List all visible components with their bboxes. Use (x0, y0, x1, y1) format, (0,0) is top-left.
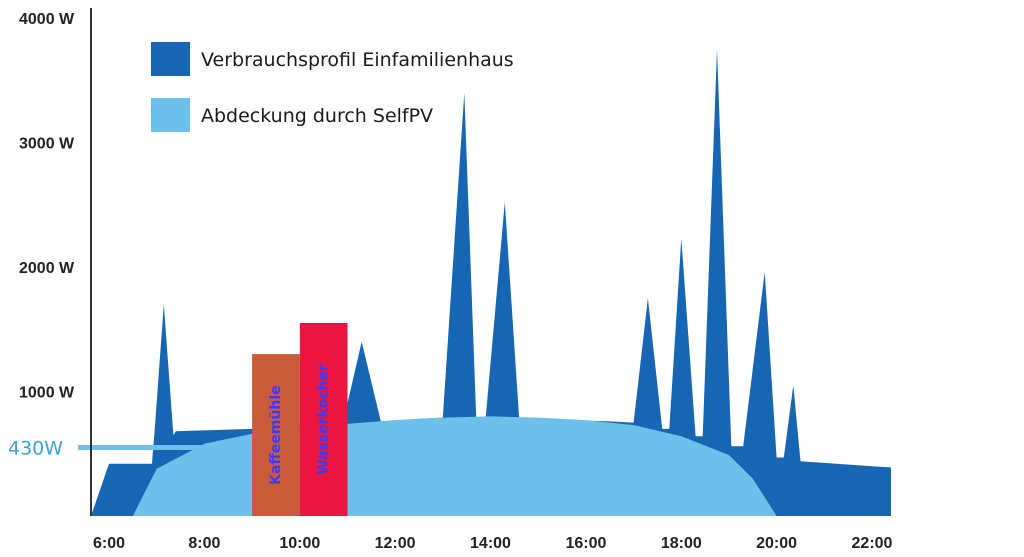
legend-label: Verbrauchsprofil Einfamilienhaus (201, 49, 514, 71)
legend: Verbrauchsprofil Einfamilienhaus Abdeckun… (151, 42, 514, 132)
y-tick-label: 3000 W (19, 136, 75, 153)
reference-line: 430W (8, 438, 248, 460)
x-tick-label: 10:00 (279, 535, 320, 552)
x-tick-label: 8:00 (188, 535, 220, 552)
x-tick-label: 6:00 (93, 535, 125, 552)
bar-wasserkocher (299, 323, 348, 516)
x-tick-label: 18:00 (661, 535, 702, 552)
x-tick-label: 22:00 (852, 535, 893, 552)
bar-kaffeemuehle (252, 354, 300, 516)
y-tick-label: 4000 W (19, 11, 75, 28)
legend-label: Abdeckung durch SelfPV (201, 105, 433, 127)
bar-label: Wasserkocher (316, 364, 332, 475)
x-tick-label: 14:00 (470, 535, 511, 552)
legend-swatch (151, 98, 190, 132)
legend-swatch (151, 42, 190, 76)
appliance-bars: Kaffeemühle Wasserkocher (252, 323, 348, 516)
x-tick-label: 20:00 (756, 535, 797, 552)
x-tick-label: 16:00 (565, 535, 606, 552)
consumption-area (91, 49, 891, 516)
reference-line-label: 430W (8, 438, 63, 460)
y-tick-labels: 1000 W 2000 W 3000 W 4000 W (19, 11, 75, 402)
y-tick-label: 1000 W (19, 385, 75, 402)
x-tick-label: 12:00 (375, 535, 416, 552)
x-tick-labels: 6:00 8:00 10:00 12:00 14:00 16:00 18:00 20:00 22… (93, 535, 893, 552)
bar-label: Kaffeemühle (268, 385, 284, 484)
y-tick-label: 2000 W (19, 260, 75, 277)
